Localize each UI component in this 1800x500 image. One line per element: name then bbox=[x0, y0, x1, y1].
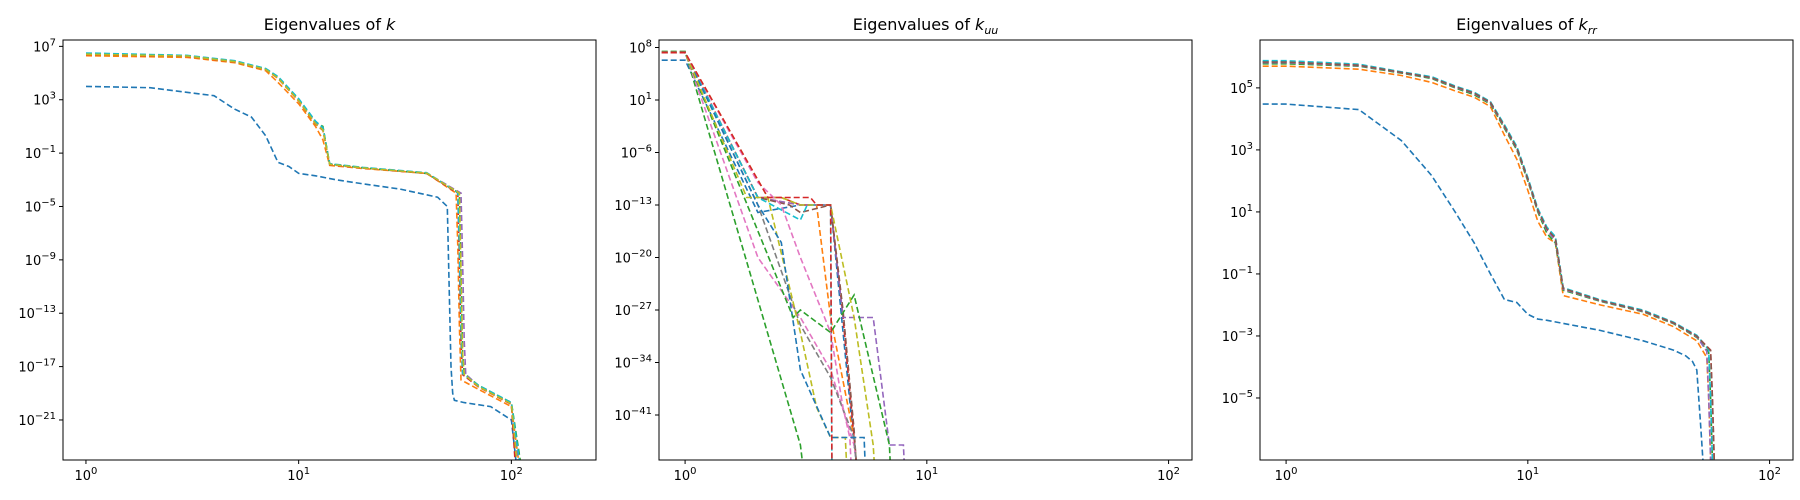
y-tick-label: 10−20 bbox=[614, 249, 652, 267]
y-tick-label: 10−1 bbox=[1222, 265, 1253, 283]
series-line-2 bbox=[85, 54, 520, 460]
subplot-title: Eigenvalues of k bbox=[264, 15, 396, 34]
y-tick-label: 108 bbox=[629, 39, 652, 57]
x-tick-label: 101 bbox=[1516, 466, 1539, 484]
y-tick-label: 10−13 bbox=[18, 304, 56, 322]
y-tick-label: 10−41 bbox=[614, 406, 652, 424]
y-tick-label: 10−5 bbox=[25, 197, 56, 215]
y-tick-label: 10−1 bbox=[25, 144, 56, 162]
x-tick-label: 100 bbox=[1275, 466, 1298, 484]
y-tick-label: 105 bbox=[1230, 79, 1253, 97]
y-tick-label: 103 bbox=[33, 91, 56, 109]
axes-frame bbox=[658, 39, 1193, 461]
subplot-title: Eigenvalues of kuu bbox=[853, 15, 999, 37]
y-tick-label: 10−21 bbox=[18, 411, 56, 429]
y-tick-label: 10−17 bbox=[18, 358, 56, 376]
series-line-7 bbox=[85, 53, 518, 460]
series-line-7 bbox=[1262, 61, 1715, 460]
y-tick-label: 101 bbox=[1230, 203, 1253, 221]
subplot-title: Eigenvalues of krr bbox=[1456, 15, 1598, 37]
x-tick-label: 101 bbox=[915, 466, 938, 484]
y-tick-label: 10−3 bbox=[1222, 327, 1253, 345]
y-tick-label: 10−9 bbox=[25, 251, 56, 269]
axes-frame bbox=[1259, 39, 1794, 461]
subplot-k: Eigenvalues of k 100 101 102 107 103 10−1 10−5… bbox=[18, 15, 597, 484]
x-tick-label: 101 bbox=[287, 466, 310, 484]
series-line-12 bbox=[661, 51, 891, 460]
y-tick-label: 10−34 bbox=[614, 354, 652, 372]
axes-frame bbox=[62, 39, 597, 461]
y-tick-label: 101 bbox=[629, 91, 652, 109]
x-tick-label: 100 bbox=[674, 466, 697, 484]
subplot-krr: Eigenvalues of krr 100 101 102 105 103 101 10−… bbox=[1222, 15, 1794, 484]
series-line-15 bbox=[661, 51, 833, 460]
y-tick-label: 10−27 bbox=[614, 301, 652, 319]
y-tick-label: 107 bbox=[33, 37, 56, 55]
series-line-1 bbox=[1262, 103, 1704, 460]
y-tick-label: 103 bbox=[1230, 141, 1253, 159]
series-line-13 bbox=[661, 51, 875, 460]
ticks: 100 101 102 107 103 10−1 10−5 10−9 10−13 10−17 10−… bbox=[18, 37, 522, 484]
ticks: 100 101 102 105 103 101 10−1 10−3 10−5 bbox=[1222, 79, 1781, 484]
series-line-2 bbox=[1262, 65, 1712, 460]
y-tick-label: 10−13 bbox=[614, 196, 652, 214]
series-line-1 bbox=[85, 85, 517, 460]
x-tick-label: 100 bbox=[74, 466, 97, 484]
plot-area bbox=[661, 50, 905, 460]
x-tick-label: 102 bbox=[500, 466, 523, 484]
plot-area bbox=[85, 52, 521, 460]
y-tick-label: 10−6 bbox=[621, 144, 652, 162]
x-tick-label: 102 bbox=[1758, 466, 1781, 484]
plot-area bbox=[1262, 59, 1715, 460]
ticks: 100 101 102 108 101 10−6 10−13 10−20 10−27 10−34 1… bbox=[614, 39, 1180, 485]
subplot-kuu: Eigenvalues of kuu 100 101 10210810110−610… bbox=[614, 15, 1193, 485]
y-tick-label: 10−5 bbox=[1222, 389, 1253, 407]
x-tick-label: 102 bbox=[1157, 466, 1180, 484]
series-line-11 bbox=[661, 51, 866, 460]
